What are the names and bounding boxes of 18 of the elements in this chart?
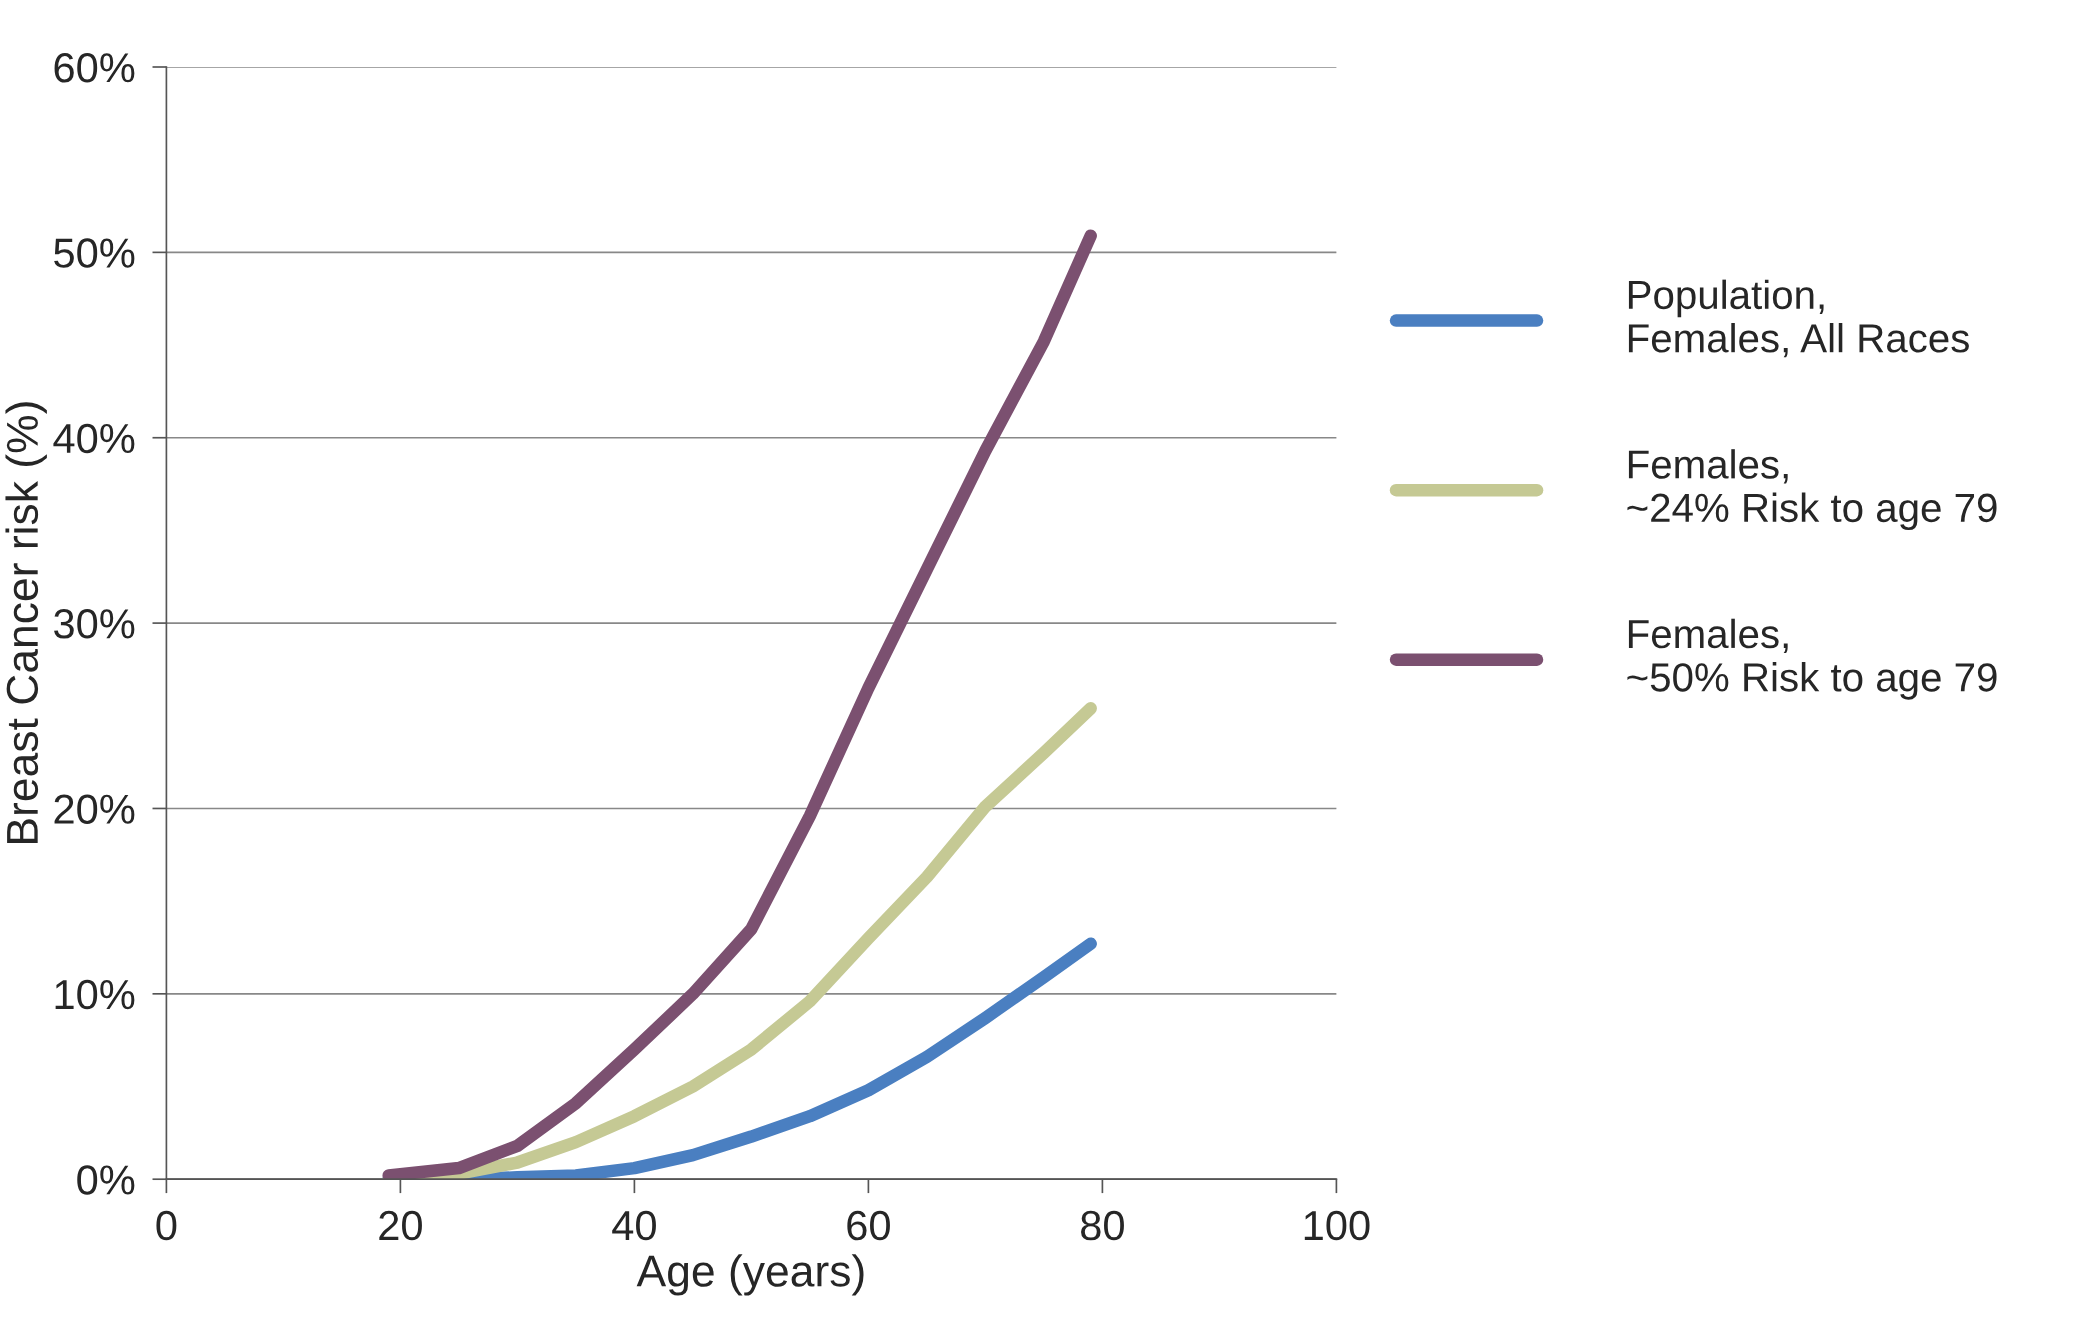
y-tick-label: 10% [55, 979, 135, 1010]
y-tick-label: 50% [54, 238, 135, 268]
y-tick-label: 40% [53, 423, 135, 454]
x-axis-title: Age (years) [636, 1254, 864, 1296]
legend-label: Population, Females, All Races [1628, 279, 1969, 358]
y-tick-label: 60% [54, 53, 135, 83]
x-tick-label: 40 [612, 1210, 656, 1241]
y-axis-title: Breast Cancer risk (%) [5, 402, 47, 843]
x-tick-label: 80 [1081, 1210, 1124, 1241]
y-tick-label: 30% [54, 609, 135, 639]
x-tick-label: 100 [1304, 1210, 1370, 1241]
legend-label: Females, ~24% Risk to age 79 [1627, 449, 1997, 531]
x-tick-label: 60 [847, 1210, 890, 1241]
legend-label: Females, ~50% Risk to age 79 [1627, 618, 1997, 700]
y-tick-label: 20% [54, 794, 135, 824]
x-tick-label: 0 [156, 1210, 177, 1241]
x-tick-label: 20 [379, 1210, 422, 1241]
y-tick-label: 0% [77, 1165, 135, 1195]
